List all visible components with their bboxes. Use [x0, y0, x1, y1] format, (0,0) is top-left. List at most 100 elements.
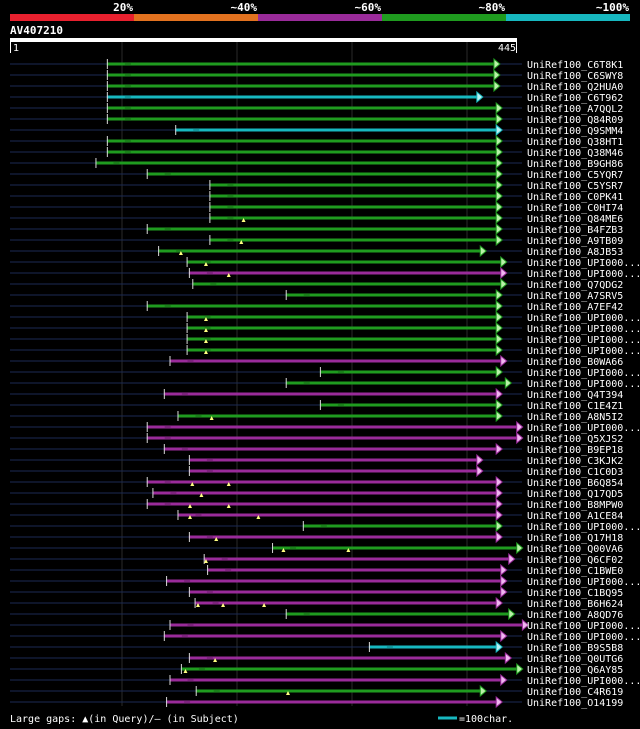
hit-row[interactable]: UniRef100_UPI000...	[10, 310, 640, 324]
hit-row[interactable]: UniRef100_UPI000...	[10, 255, 640, 269]
hit-label[interactable]: UniRef100_B6H624	[527, 599, 623, 610]
hit-label[interactable]: UniRef100_B9EP18	[527, 445, 623, 456]
hit-label[interactable]: UniRef100_A8JB53	[527, 247, 623, 258]
hit-row[interactable]: UniRef100_UPI000...	[10, 266, 640, 280]
hit-row[interactable]: UniRef100_Q5XJS2	[10, 431, 623, 445]
hit-row[interactable]: UniRef100_B9EP18	[10, 442, 623, 456]
hit-label[interactable]: UniRef100_UPI000...	[527, 423, 640, 434]
hit-row[interactable]: UniRef100_Q4T394	[10, 387, 623, 401]
hit-label[interactable]: UniRef100_C6T962	[527, 93, 623, 104]
hit-row[interactable]: UniRef100_Q6CF02	[10, 552, 623, 566]
hit-row[interactable]: UniRef100_A9TB09	[10, 233, 623, 247]
hit-label[interactable]: UniRef100_C0PK41	[527, 192, 623, 203]
hit-label[interactable]: UniRef100_Q6AY85	[527, 665, 623, 676]
hit-label[interactable]: UniRef100_Q00VA6	[527, 544, 623, 555]
hit-label[interactable]: UniRef100_A1CE84	[527, 511, 623, 522]
hit-label[interactable]: UniRef100_A8N5I2	[527, 412, 623, 423]
hit-label[interactable]: UniRef100_UPI000...	[527, 621, 640, 632]
hit-label[interactable]: UniRef100_Q5XJS2	[527, 434, 623, 445]
hit-label[interactable]: UniRef100_A7EF42	[527, 302, 623, 313]
hit-row[interactable]: UniRef100_UPI000...	[10, 673, 640, 687]
hit-row[interactable]: UniRef100_UPI000...	[10, 519, 640, 533]
hit-row[interactable]: UniRef100_C6SWY8	[10, 68, 623, 82]
hit-row[interactable]: UniRef100_C0HI74	[10, 200, 623, 214]
hit-label[interactable]: UniRef100_Q4T394	[527, 390, 623, 401]
hit-row[interactable]: UniRef100_Q2HUA0	[10, 79, 623, 93]
hit-row[interactable]: UniRef100_C6T8K1	[10, 57, 623, 71]
hit-label[interactable]: UniRef100_C1BQ95	[527, 588, 623, 599]
hit-row[interactable]: UniRef100_O14199	[10, 695, 623, 709]
hit-row[interactable]: UniRef100_C3KJK2	[10, 453, 623, 467]
hit-label[interactable]: UniRef100_UPI000...	[527, 676, 640, 687]
hit-label[interactable]: UniRef100_C6SWY8	[527, 71, 623, 82]
hit-row[interactable]: UniRef100_C1E4Z1	[10, 398, 623, 412]
hit-row[interactable]: UniRef100_UPI000...	[10, 574, 640, 588]
hit-label[interactable]: UniRef100_B8MPW0	[527, 500, 623, 511]
hit-label[interactable]: UniRef100_UPI000...	[527, 368, 640, 379]
hit-row[interactable]: UniRef100_C1BWE0	[10, 563, 623, 577]
hit-row[interactable]: UniRef100_A7SRV5	[10, 288, 623, 302]
hit-row[interactable]: UniRef100_Q6AY85	[10, 662, 623, 676]
hit-label[interactable]: UniRef100_C1C0D3	[527, 467, 623, 478]
hit-row[interactable]: UniRef100_Q0UTG6	[10, 651, 623, 665]
hit-row[interactable]: UniRef100_A8N5I2	[10, 409, 623, 423]
hit-row[interactable]: UniRef100_A7EF42	[10, 299, 623, 313]
hit-label[interactable]: UniRef100_B9GH86	[527, 159, 623, 170]
hit-label[interactable]: UniRef100_A9TB09	[527, 236, 623, 247]
hit-label[interactable]: UniRef100_Q17QD5	[527, 489, 623, 500]
hit-row[interactable]: UniRef100_UPI000...	[10, 365, 640, 379]
hit-row[interactable]: UniRef100_B6Q854	[10, 475, 623, 489]
hit-row[interactable]: UniRef100_Q38HT1	[10, 134, 623, 148]
hit-label[interactable]: UniRef100_Q17H18	[527, 533, 623, 544]
hit-label[interactable]: UniRef100_C5YSR7	[527, 181, 623, 192]
hit-row[interactable]: UniRef100_B9S5B8	[10, 640, 623, 654]
hit-label[interactable]: UniRef100_UPI000...	[527, 313, 640, 324]
hit-row[interactable]: UniRef100_Q00VA6	[10, 541, 623, 555]
hit-row[interactable]: UniRef100_UPI000...	[10, 343, 640, 357]
hit-label[interactable]: UniRef100_UPI000...	[527, 522, 640, 533]
hit-label[interactable]: UniRef100_Q84ME6	[527, 214, 623, 225]
hit-row[interactable]: UniRef100_Q7QDG2	[10, 277, 623, 291]
hit-row[interactable]: UniRef100_B9GH86	[10, 156, 623, 170]
hit-label[interactable]: UniRef100_Q6CF02	[527, 555, 623, 566]
hit-label[interactable]: UniRef100_Q38M46	[527, 148, 623, 159]
hit-label[interactable]: UniRef100_Q0UTG6	[527, 654, 623, 665]
hit-label[interactable]: UniRef100_B0WA66	[527, 357, 623, 368]
hit-label[interactable]: UniRef100_Q7QDG2	[527, 280, 623, 291]
hit-row[interactable]: UniRef100_B8MPW0	[10, 497, 623, 511]
hit-label[interactable]: UniRef100_C0HI74	[527, 203, 623, 214]
hit-row[interactable]: UniRef100_A1CE84	[10, 508, 623, 522]
hit-label[interactable]: UniRef100_A8QD76	[527, 610, 623, 621]
hit-row[interactable]: UniRef100_B0WA66	[10, 354, 623, 368]
hit-label[interactable]: UniRef100_Q2HUA0	[527, 82, 623, 93]
hit-label[interactable]: UniRef100_UPI000...	[527, 379, 640, 390]
hit-label[interactable]: UniRef100_C6T8K1	[527, 60, 623, 71]
hit-label[interactable]: UniRef100_A7QQL2	[527, 104, 623, 115]
hit-label[interactable]: UniRef100_UPI000...	[527, 577, 640, 588]
hit-row[interactable]: UniRef100_C5YSR7	[10, 178, 623, 192]
hit-row[interactable]: UniRef100_A7QQL2	[10, 101, 623, 115]
hit-row[interactable]: UniRef100_A8QD76	[10, 607, 623, 621]
hit-row[interactable]: UniRef100_B4FZB3	[10, 222, 623, 236]
hit-row[interactable]: UniRef100_A8JB53	[10, 244, 623, 258]
hit-label[interactable]: UniRef100_UPI000...	[527, 258, 640, 269]
hit-label[interactable]: UniRef100_A7SRV5	[527, 291, 623, 302]
hit-row[interactable]: UniRef100_C1BQ95	[10, 585, 623, 599]
hit-row[interactable]: UniRef100_Q17H18	[10, 530, 623, 544]
hit-row[interactable]: UniRef100_B6H624	[10, 596, 623, 610]
hit-label[interactable]: UniRef100_B9S5B8	[527, 643, 623, 654]
hit-label[interactable]: UniRef100_UPI000...	[527, 346, 640, 357]
hit-row[interactable]: UniRef100_Q9SMM4	[10, 123, 623, 137]
hit-label[interactable]: UniRef100_UPI000...	[527, 324, 640, 335]
hit-row[interactable]: UniRef100_UPI000...	[10, 420, 640, 434]
hit-row[interactable]: UniRef100_UPI000...	[10, 321, 640, 335]
hit-row[interactable]: UniRef100_C6T962	[10, 90, 623, 104]
hit-row[interactable]: UniRef100_Q17QD5	[10, 486, 623, 500]
hit-label[interactable]: UniRef100_C3KJK2	[527, 456, 623, 467]
hit-label[interactable]: UniRef100_C5YQR7	[527, 170, 623, 181]
hit-label[interactable]: UniRef100_UPI000...	[527, 269, 640, 280]
hit-row[interactable]: UniRef100_C0PK41	[10, 189, 623, 203]
hit-label[interactable]: UniRef100_O14199	[527, 698, 623, 709]
hit-row[interactable]: UniRef100_Q38M46	[10, 145, 623, 159]
hit-label[interactable]: UniRef100_C4R619	[527, 687, 623, 698]
